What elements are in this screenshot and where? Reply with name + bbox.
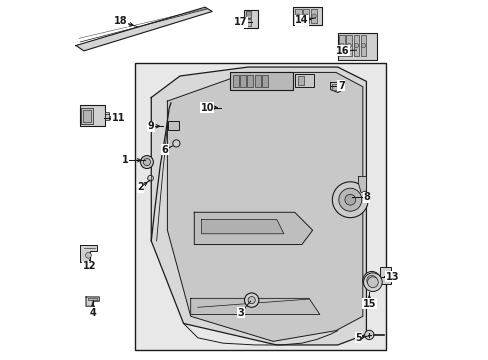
Bar	[240, 75, 245, 87]
Circle shape	[296, 14, 300, 18]
Bar	[294, 74, 314, 87]
Polygon shape	[201, 220, 284, 234]
Text: 5: 5	[354, 333, 361, 343]
Bar	[83, 110, 91, 122]
Bar	[379, 267, 390, 284]
Bar	[331, 84, 337, 90]
Bar	[339, 35, 344, 56]
Bar	[292, 7, 321, 25]
Text: 4: 4	[90, 308, 96, 318]
Bar	[105, 112, 109, 120]
Bar	[303, 9, 309, 23]
Bar	[230, 72, 292, 90]
Bar	[346, 35, 351, 56]
Bar	[233, 75, 238, 87]
Text: 7: 7	[337, 81, 344, 91]
Circle shape	[172, 140, 180, 147]
Text: 8: 8	[362, 192, 369, 202]
Circle shape	[361, 43, 365, 48]
Circle shape	[366, 275, 376, 285]
Text: 9: 9	[147, 121, 154, 131]
Bar	[244, 10, 258, 28]
Text: 14: 14	[295, 15, 308, 26]
Circle shape	[143, 158, 150, 166]
Bar	[310, 9, 317, 23]
Circle shape	[363, 273, 382, 292]
Circle shape	[147, 175, 153, 181]
Text: 12: 12	[82, 261, 96, 271]
Text: 16: 16	[336, 46, 349, 56]
Polygon shape	[76, 7, 212, 51]
Circle shape	[364, 330, 373, 339]
Bar	[246, 12, 250, 18]
Bar	[353, 35, 359, 56]
Circle shape	[85, 252, 91, 258]
Circle shape	[362, 271, 380, 289]
Text: 3: 3	[237, 308, 244, 318]
Circle shape	[332, 182, 367, 218]
Polygon shape	[190, 298, 319, 315]
Polygon shape	[80, 245, 97, 262]
Circle shape	[244, 293, 258, 307]
Bar	[247, 75, 253, 87]
Polygon shape	[151, 67, 366, 345]
Circle shape	[339, 43, 344, 48]
Bar	[168, 121, 179, 130]
Text: 17: 17	[234, 17, 247, 27]
Bar	[88, 298, 97, 301]
Polygon shape	[167, 72, 362, 341]
Text: 1: 1	[122, 155, 128, 165]
Polygon shape	[194, 212, 312, 244]
Bar	[135, 63, 386, 350]
Polygon shape	[358, 176, 366, 193]
Polygon shape	[330, 82, 340, 93]
Text: 15: 15	[362, 299, 375, 309]
Circle shape	[346, 43, 351, 48]
Text: 6: 6	[161, 144, 168, 154]
Bar	[246, 19, 250, 26]
Text: 11: 11	[111, 113, 125, 123]
Bar	[294, 9, 301, 23]
Bar	[337, 33, 376, 60]
Text: 2: 2	[137, 182, 143, 192]
Text: 18: 18	[114, 17, 127, 27]
Circle shape	[311, 14, 316, 18]
Polygon shape	[86, 297, 99, 306]
Bar	[255, 75, 261, 87]
Circle shape	[140, 156, 153, 168]
Circle shape	[304, 14, 308, 18]
Bar	[360, 35, 366, 56]
Bar	[262, 75, 267, 87]
Text: 13: 13	[385, 272, 398, 282]
Circle shape	[344, 194, 355, 205]
Circle shape	[367, 277, 378, 288]
Circle shape	[247, 297, 255, 304]
Circle shape	[353, 43, 358, 48]
Text: 10: 10	[200, 103, 214, 113]
Bar	[297, 76, 304, 85]
Circle shape	[338, 188, 361, 211]
Bar	[80, 105, 105, 126]
Bar	[81, 108, 93, 124]
